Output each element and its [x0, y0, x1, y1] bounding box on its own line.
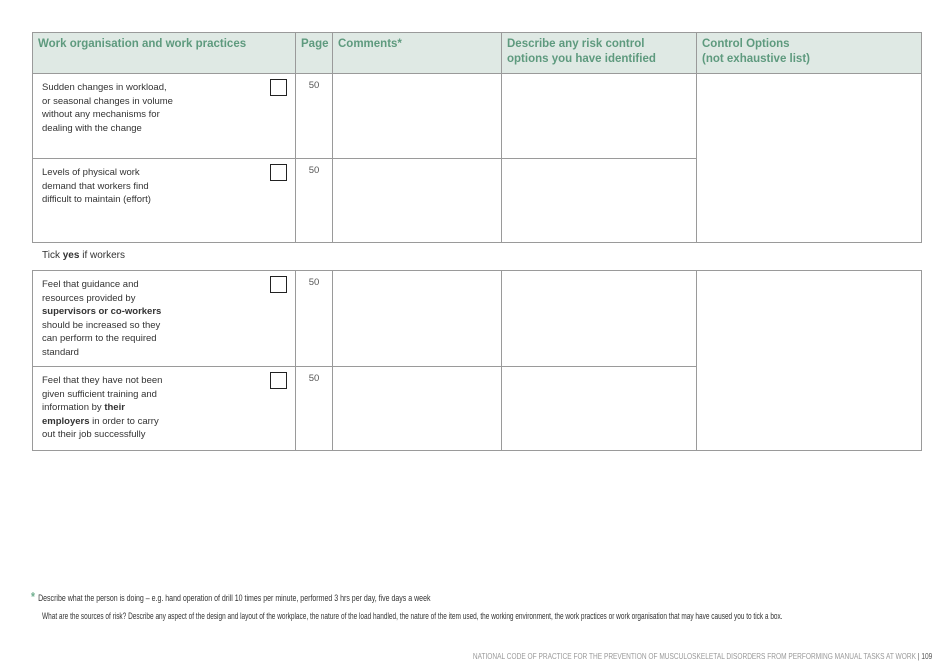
workers-table: Feel that guidance and resources provide… — [32, 270, 922, 451]
risk-control-cell[interactable] — [501, 270, 697, 367]
risk-item: Sudden changes in workload, or seasonal … — [32, 73, 296, 159]
tick-instruction: Tick yes if workers — [42, 250, 125, 261]
page-number: 109 — [921, 652, 932, 661]
tick-checkbox[interactable] — [270, 79, 287, 96]
comments-cell[interactable] — [332, 270, 502, 367]
comments-cell[interactable] — [332, 73, 502, 159]
comments-cell[interactable] — [332, 158, 502, 243]
risk-item: Feel that guidance and resources provide… — [32, 270, 296, 367]
risk-control-cell[interactable] — [501, 366, 697, 451]
risk-item: Levels of physical work demand that work… — [32, 158, 296, 243]
table-row: Feel that guidance and resources provide… — [32, 270, 922, 451]
tick-checkbox[interactable] — [270, 164, 287, 181]
footnote-1: * Describe what the person is doing – e.g… — [31, 589, 431, 604]
control-options-header: Control Options (not exhaustive list) — [696, 32, 922, 74]
control-options-cell — [696, 270, 922, 451]
footnote-2: What are the sources of risk? Describe a… — [42, 611, 783, 621]
page-header: Page — [295, 32, 333, 74]
table-header-row: Work organisation and work practices Pag… — [32, 32, 922, 74]
table-row: Feel that they have not been given suffi… — [32, 366, 922, 451]
work-organisation-table: Work organisation and work practices Pag… — [32, 32, 922, 243]
page-ref: 50 — [295, 270, 333, 367]
risk-control-cell[interactable] — [501, 73, 697, 159]
risk-control-cell[interactable] — [501, 158, 697, 243]
comments-cell[interactable] — [332, 366, 502, 451]
table-row: Levels of physical work demand that work… — [32, 158, 922, 243]
page-ref: 50 — [295, 366, 333, 451]
table-row: Sudden changes in workload, or seasonal … — [32, 73, 922, 243]
control-options-cell — [696, 73, 922, 243]
page-ref: 50 — [295, 158, 333, 243]
describe-header: Describe any risk control options you hav… — [501, 32, 697, 74]
comments-header: Comments* — [332, 32, 502, 74]
page-ref: 50 — [295, 73, 333, 159]
tick-checkbox[interactable] — [270, 372, 287, 389]
section-header: Work organisation and work practices — [32, 32, 296, 74]
tick-checkbox[interactable] — [270, 276, 287, 293]
risk-item: Feel that they have not been given suffi… — [32, 366, 296, 451]
page-footer: NATIONAL CODE OF PRACTICE FOR THE PREVEN… — [472, 652, 932, 661]
